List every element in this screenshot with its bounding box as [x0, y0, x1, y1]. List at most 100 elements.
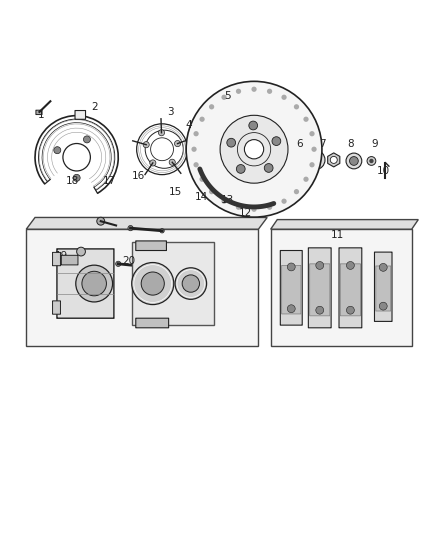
Circle shape: [346, 153, 362, 169]
Circle shape: [160, 229, 164, 233]
Circle shape: [73, 174, 80, 181]
FancyBboxPatch shape: [308, 248, 331, 328]
FancyBboxPatch shape: [310, 264, 330, 316]
FancyBboxPatch shape: [280, 251, 302, 325]
Text: 10: 10: [377, 166, 390, 175]
Text: 13: 13: [221, 195, 234, 205]
Ellipse shape: [221, 95, 227, 100]
FancyBboxPatch shape: [136, 241, 166, 251]
Circle shape: [159, 130, 165, 136]
FancyBboxPatch shape: [282, 265, 301, 314]
Text: 15: 15: [169, 187, 182, 197]
Text: 20: 20: [123, 256, 136, 266]
Text: 1: 1: [38, 110, 45, 119]
FancyBboxPatch shape: [376, 266, 391, 311]
Circle shape: [182, 275, 200, 292]
Ellipse shape: [209, 104, 214, 109]
Circle shape: [143, 142, 149, 148]
Ellipse shape: [281, 199, 287, 204]
Text: 14: 14: [195, 192, 208, 202]
Circle shape: [264, 164, 273, 172]
Ellipse shape: [304, 117, 309, 122]
Ellipse shape: [199, 117, 205, 122]
FancyBboxPatch shape: [132, 242, 214, 325]
Circle shape: [128, 225, 133, 231]
Circle shape: [84, 136, 91, 143]
Circle shape: [132, 263, 174, 304]
Ellipse shape: [251, 207, 257, 212]
Text: 18: 18: [66, 176, 79, 186]
Ellipse shape: [194, 131, 199, 136]
Circle shape: [169, 159, 175, 165]
Polygon shape: [26, 229, 258, 346]
Ellipse shape: [267, 88, 272, 94]
Circle shape: [306, 150, 325, 169]
FancyBboxPatch shape: [374, 252, 392, 321]
FancyBboxPatch shape: [339, 248, 362, 328]
Text: 4: 4: [185, 120, 192, 130]
Circle shape: [142, 264, 147, 269]
Ellipse shape: [221, 199, 226, 204]
Ellipse shape: [191, 147, 197, 152]
Ellipse shape: [281, 95, 287, 100]
FancyBboxPatch shape: [36, 110, 42, 115]
Ellipse shape: [194, 162, 199, 167]
Circle shape: [97, 217, 105, 225]
FancyBboxPatch shape: [75, 110, 85, 119]
Ellipse shape: [236, 88, 241, 94]
Polygon shape: [26, 217, 267, 229]
Text: 16: 16: [131, 171, 145, 181]
Circle shape: [175, 268, 207, 300]
Circle shape: [316, 306, 324, 314]
Ellipse shape: [251, 86, 257, 92]
Circle shape: [186, 82, 322, 217]
Circle shape: [287, 263, 295, 271]
Circle shape: [174, 141, 180, 147]
Circle shape: [220, 115, 288, 183]
Circle shape: [82, 271, 106, 296]
Text: 9: 9: [371, 139, 378, 149]
Ellipse shape: [209, 189, 214, 195]
Text: 3: 3: [167, 107, 174, 117]
Circle shape: [346, 262, 354, 269]
Text: 11: 11: [331, 230, 344, 239]
Ellipse shape: [267, 205, 272, 210]
FancyBboxPatch shape: [57, 249, 114, 318]
FancyBboxPatch shape: [53, 252, 60, 266]
Circle shape: [316, 262, 324, 269]
Circle shape: [367, 157, 376, 165]
Ellipse shape: [309, 162, 314, 167]
Circle shape: [54, 147, 61, 154]
Text: 17: 17: [103, 176, 116, 186]
Circle shape: [227, 138, 236, 147]
Ellipse shape: [294, 104, 299, 109]
Text: 5: 5: [224, 91, 231, 101]
Circle shape: [350, 157, 358, 165]
Polygon shape: [271, 220, 418, 229]
Ellipse shape: [304, 176, 309, 182]
Circle shape: [346, 306, 354, 314]
Ellipse shape: [294, 189, 299, 195]
Text: 19: 19: [55, 251, 68, 261]
Ellipse shape: [311, 147, 317, 152]
FancyBboxPatch shape: [53, 301, 60, 314]
Text: 7: 7: [318, 139, 325, 149]
Circle shape: [330, 156, 337, 164]
Ellipse shape: [236, 205, 241, 210]
Ellipse shape: [309, 131, 314, 136]
Circle shape: [287, 305, 295, 313]
Polygon shape: [271, 229, 412, 346]
Circle shape: [249, 121, 258, 130]
Circle shape: [150, 160, 156, 166]
Polygon shape: [328, 153, 340, 167]
Circle shape: [272, 137, 281, 146]
Text: 12: 12: [239, 208, 252, 218]
Circle shape: [77, 247, 85, 256]
Circle shape: [369, 159, 374, 163]
Ellipse shape: [199, 176, 205, 182]
Circle shape: [379, 302, 387, 310]
Circle shape: [76, 265, 113, 302]
Circle shape: [244, 140, 264, 159]
Circle shape: [141, 272, 164, 295]
Circle shape: [379, 263, 387, 271]
